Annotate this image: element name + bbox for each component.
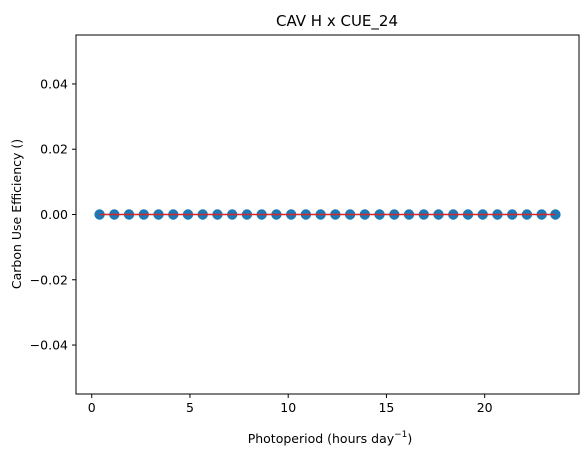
x-tick-label: 20 <box>477 400 493 415</box>
chart-title: CAV H x CUE_24 <box>276 12 398 31</box>
x-axis-title: Photoperiod (hours day−1) <box>248 430 413 446</box>
y-tick-label: −0.04 <box>30 338 68 353</box>
x-tick-label: 5 <box>186 400 194 415</box>
y-tick-label: 0.00 <box>40 207 68 222</box>
x-tick-label: 10 <box>280 400 296 415</box>
y-tick-label: 0.04 <box>40 76 68 91</box>
y-tick-label: 0.02 <box>40 142 68 157</box>
y-tick-label: −0.02 <box>30 272 68 287</box>
plot-area <box>75 34 580 395</box>
x-tick-label: 0 <box>88 400 96 415</box>
x-tick-label: 15 <box>378 400 394 415</box>
x-axis-title-superscript: −1 <box>394 430 407 440</box>
x-axis-ticks: 0 5 10 15 20 <box>88 394 493 415</box>
y-axis-ticks: −0.04 −0.02 0.00 0.02 0.04 <box>30 76 76 353</box>
y-axis-title: Carbon Use Efficiency () <box>9 139 24 289</box>
